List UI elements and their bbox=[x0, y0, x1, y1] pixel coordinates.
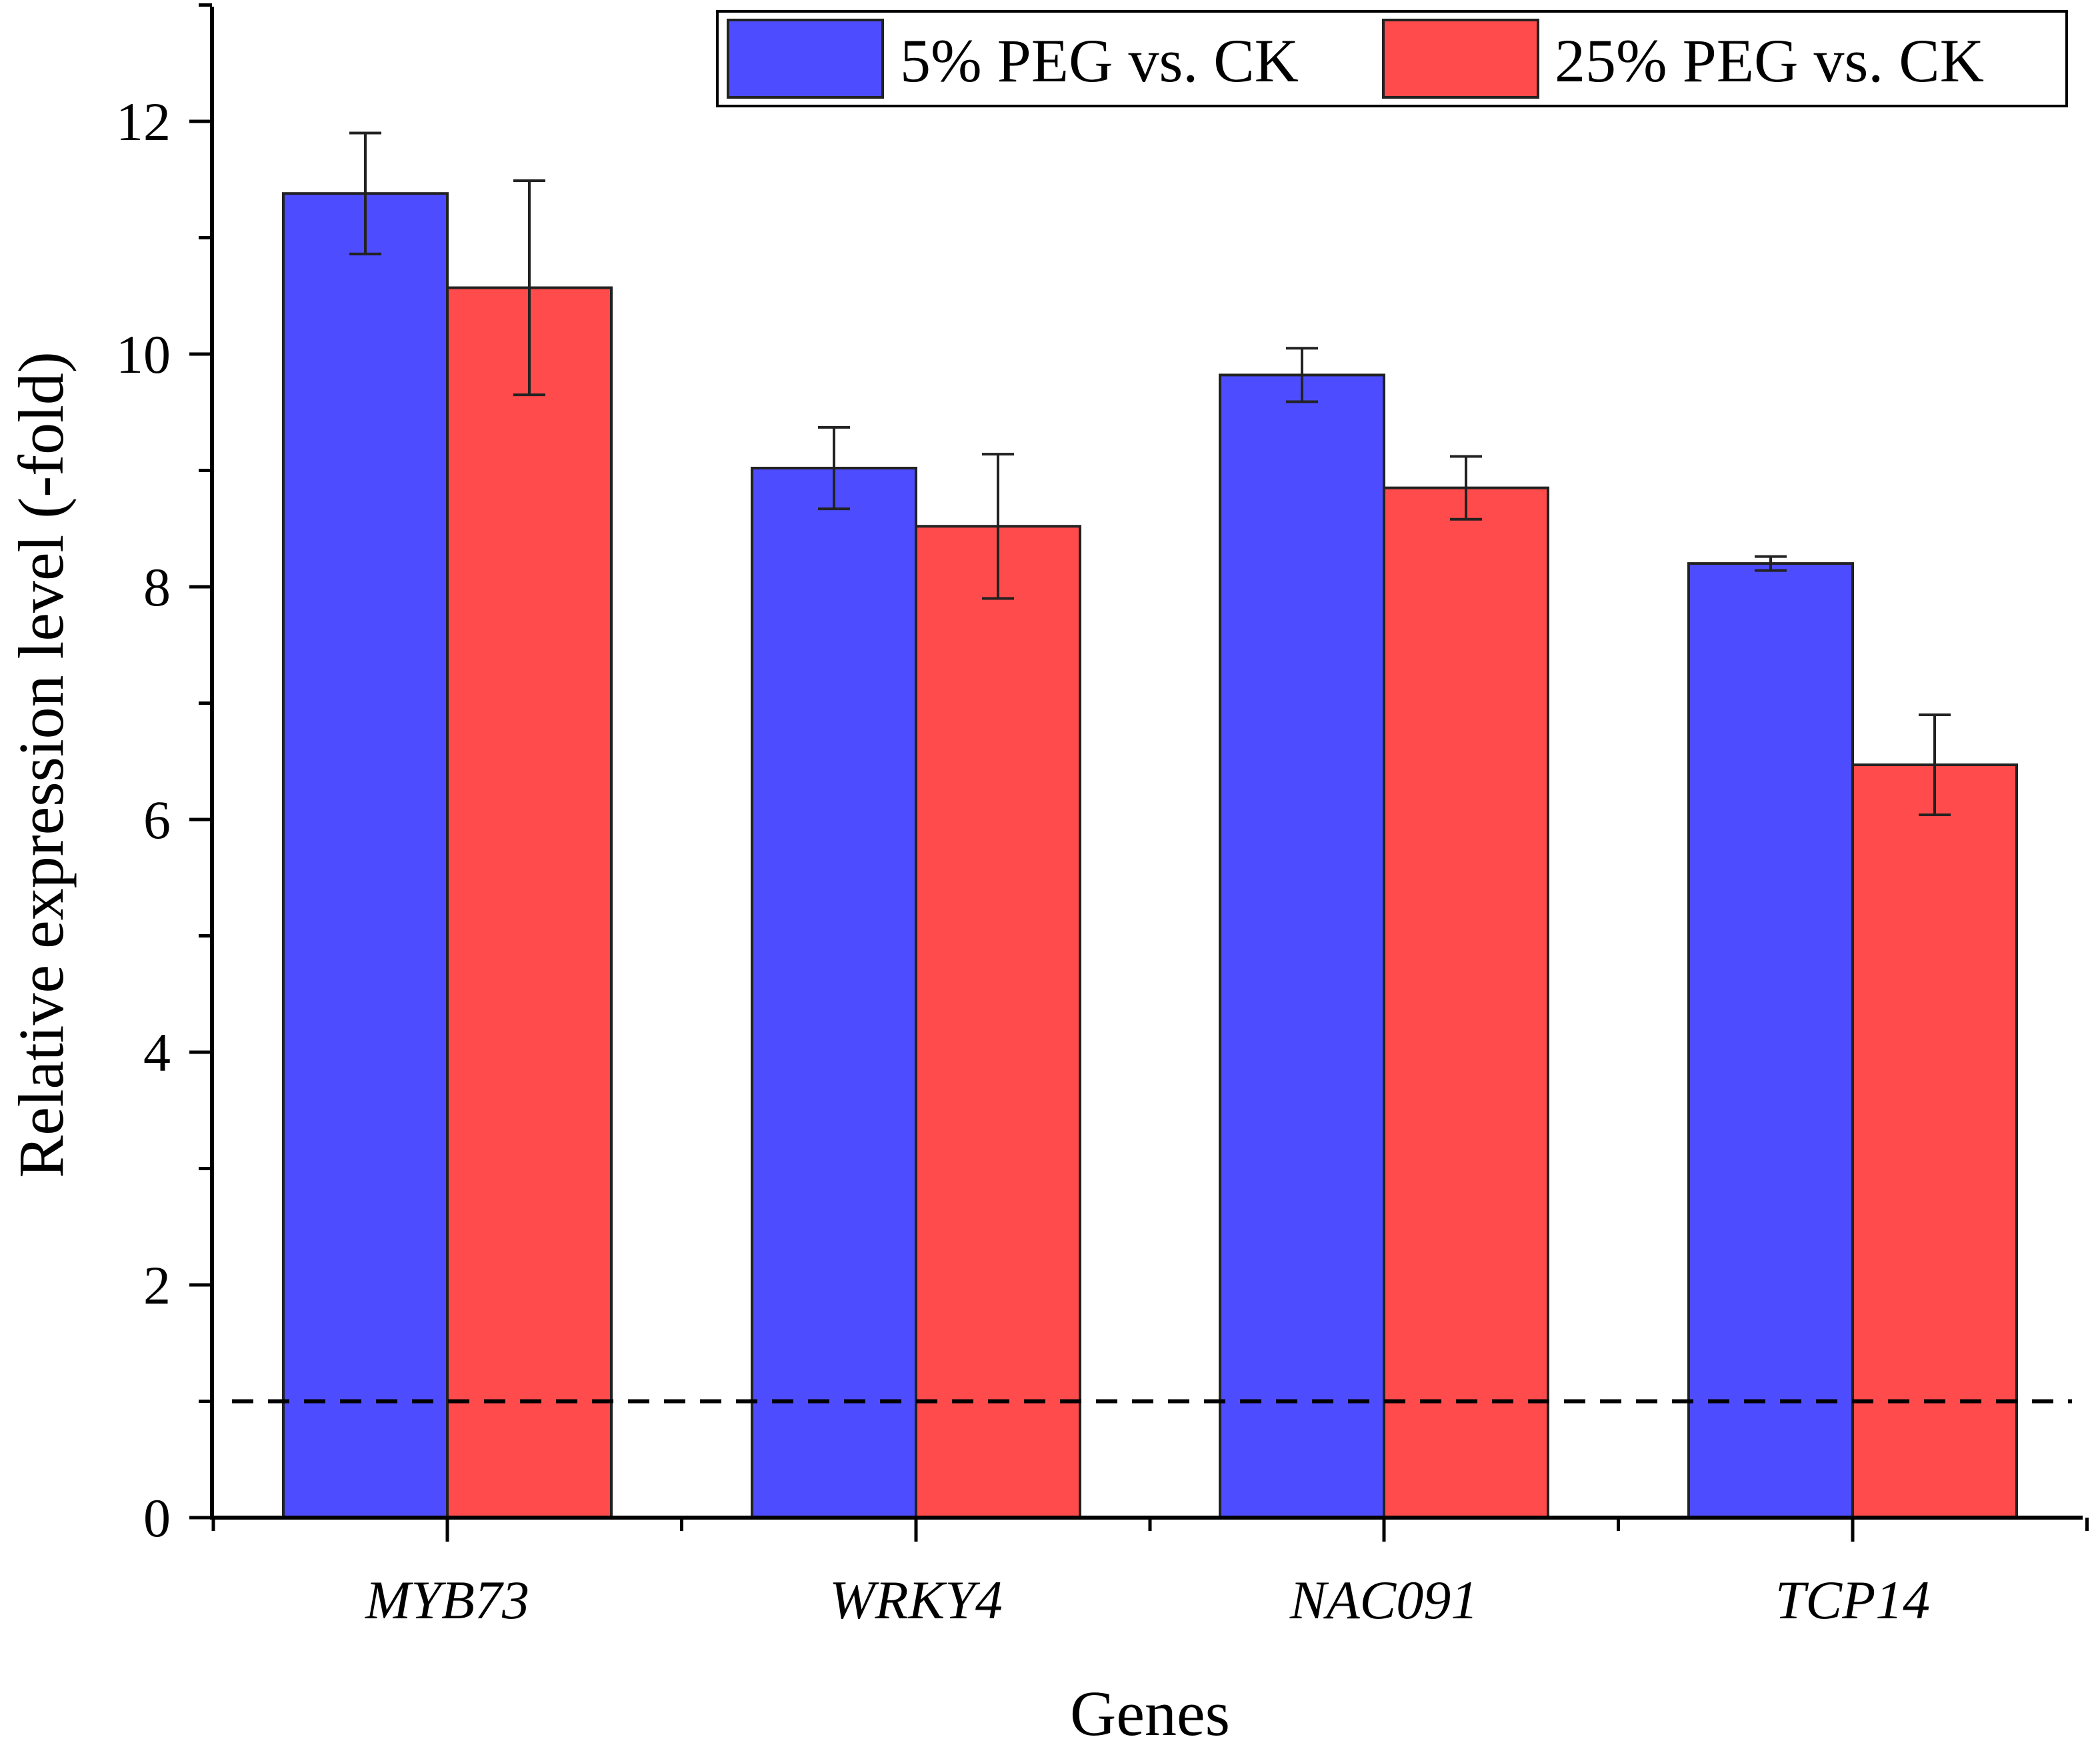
y-tick-label: 8 bbox=[143, 557, 171, 617]
labels-layer: 0 2 4 6 8 10 12 MYB73 WRKY4 NAC091 TCP14 Genes Relat… bbox=[5, 91, 1930, 1749]
y-tick-label: 2 bbox=[143, 1255, 171, 1316]
axes-layer bbox=[189, 3, 2089, 1542]
legend-label-series-1: 5% PEG vs. CK bbox=[900, 27, 1299, 95]
y-tick-label: 0 bbox=[143, 1488, 171, 1548]
x-axis-title: Genes bbox=[1070, 1678, 1230, 1749]
y-tick-label: 6 bbox=[143, 789, 171, 850]
y-tick-label: 12 bbox=[116, 91, 171, 152]
y-axis-title: Relative expression level (-fold) bbox=[5, 351, 77, 1178]
y-tick-label: 10 bbox=[116, 324, 171, 385]
bar-myb73-series-1 bbox=[282, 192, 449, 1520]
legend-swatch-series-2 bbox=[1382, 19, 1539, 99]
x-tick-label-tcp14: TCP14 bbox=[1775, 1570, 1930, 1630]
bars-layer bbox=[282, 131, 2018, 1520]
x-tick-label-wrky4: WRKY4 bbox=[829, 1570, 1003, 1630]
bar-nac091-series-2 bbox=[1383, 486, 1549, 1519]
x-tick-label-nac091: NAC091 bbox=[1289, 1570, 1478, 1630]
bar-nac091-series-1 bbox=[1219, 373, 1385, 1519]
bar-tcp14-series-1 bbox=[1687, 562, 1854, 1519]
bar-tcp14-series-2 bbox=[1851, 763, 2018, 1519]
bar-wrky4-series-2 bbox=[915, 525, 1081, 1519]
bar-myb73-series-2 bbox=[446, 286, 613, 1519]
y-tick-label: 4 bbox=[143, 1022, 171, 1083]
bar-wrky4-series-1 bbox=[751, 467, 917, 1519]
legend: 5% PEG vs. CK 25% PEG vs. CK bbox=[716, 10, 2068, 107]
legend-label-series-2: 25% PEG vs. CK bbox=[1555, 27, 1984, 95]
x-tick-label-myb73: MYB73 bbox=[365, 1570, 529, 1630]
legend-swatch-series-1 bbox=[727, 19, 884, 99]
